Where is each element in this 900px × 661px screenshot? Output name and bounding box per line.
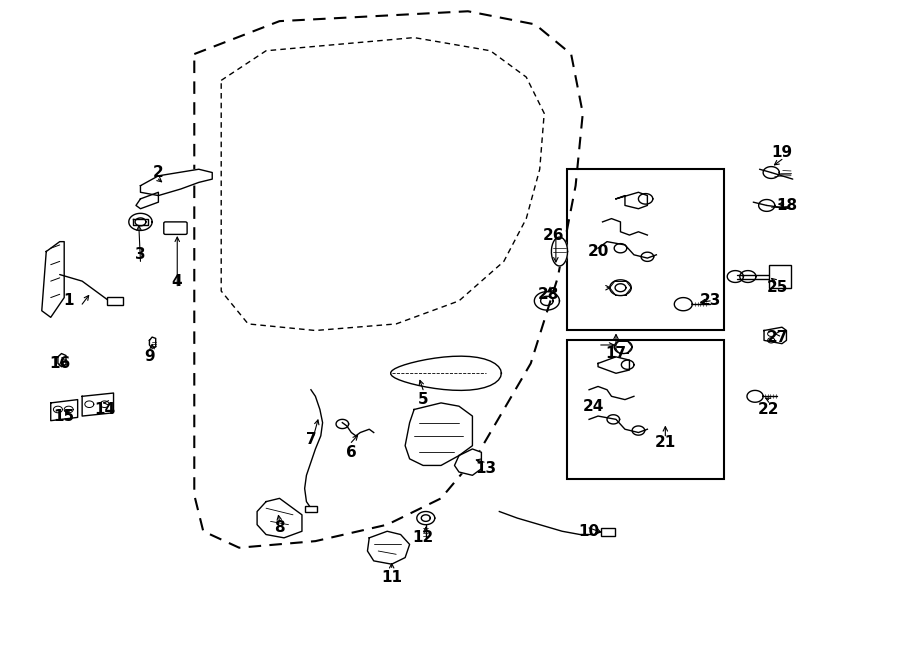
Polygon shape — [391, 356, 501, 391]
Polygon shape — [82, 393, 113, 416]
Text: 1: 1 — [63, 293, 74, 309]
Bar — [567, 169, 724, 330]
Text: 11: 11 — [382, 570, 402, 585]
Polygon shape — [552, 237, 568, 266]
Polygon shape — [50, 400, 77, 420]
Bar — [769, 264, 791, 288]
Text: 23: 23 — [699, 293, 721, 309]
Text: 18: 18 — [776, 198, 797, 213]
Text: 7: 7 — [306, 432, 316, 447]
Text: 16: 16 — [50, 356, 70, 371]
Text: 9: 9 — [144, 349, 155, 364]
Text: 24: 24 — [583, 399, 604, 414]
Text: 6: 6 — [346, 445, 356, 460]
Text: 15: 15 — [54, 408, 75, 424]
Text: 14: 14 — [94, 402, 115, 417]
Text: 20: 20 — [588, 244, 608, 259]
Polygon shape — [149, 337, 156, 348]
Text: 28: 28 — [538, 287, 560, 302]
Polygon shape — [136, 192, 158, 209]
Text: 10: 10 — [579, 524, 599, 539]
FancyBboxPatch shape — [164, 222, 187, 235]
Bar — [567, 340, 724, 479]
Polygon shape — [405, 403, 472, 465]
Polygon shape — [257, 498, 302, 538]
Text: 19: 19 — [771, 145, 793, 160]
Text: 12: 12 — [412, 530, 434, 545]
Text: 25: 25 — [767, 280, 788, 295]
Text: 2: 2 — [153, 165, 164, 180]
Polygon shape — [41, 242, 64, 317]
Polygon shape — [58, 354, 66, 367]
Text: 27: 27 — [767, 330, 788, 344]
Text: 3: 3 — [135, 247, 146, 262]
Bar — [600, 528, 615, 536]
Text: 21: 21 — [654, 435, 676, 450]
Text: 17: 17 — [606, 346, 626, 361]
Bar — [107, 297, 123, 305]
Text: 8: 8 — [274, 520, 284, 535]
Polygon shape — [367, 531, 410, 564]
Text: 13: 13 — [475, 461, 497, 476]
Polygon shape — [140, 169, 212, 196]
Polygon shape — [454, 449, 482, 475]
Bar — [304, 506, 317, 512]
Text: 5: 5 — [418, 392, 428, 407]
Polygon shape — [764, 327, 787, 344]
Text: 26: 26 — [543, 227, 564, 243]
Text: 22: 22 — [758, 402, 779, 417]
Text: 4: 4 — [171, 274, 182, 289]
